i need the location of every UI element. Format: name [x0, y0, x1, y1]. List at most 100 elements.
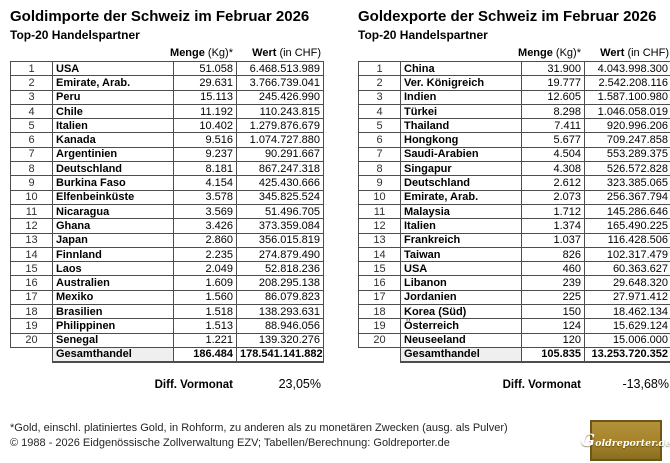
table-row: 10 Elfenbeinküste 3.578 345.825.524	[10, 189, 324, 205]
cell-wert: 15.006.000	[584, 332, 670, 348]
cell-country: Kanada	[52, 132, 174, 148]
table-row: 2 Emirate, Arab. 29.631 3.766.739.041	[10, 75, 324, 91]
cell-rank: 5	[358, 118, 401, 134]
cell-menge: 9.237	[173, 146, 237, 163]
cell-menge: 3.426	[173, 218, 237, 234]
column-header-menge: Menge (Kg)*	[518, 47, 581, 59]
cell-menge: 120	[521, 332, 585, 348]
cell-rank: 13	[10, 232, 53, 248]
table-row: 15 Laos 2.049 52.818.236	[10, 261, 324, 277]
cell-menge: 10.402	[173, 118, 237, 134]
total-menge: 186.484	[173, 346, 237, 363]
cell-menge: 1.037	[521, 232, 585, 248]
cell-wert: 165.490.225	[584, 218, 670, 234]
cell-menge: 1.374	[521, 218, 585, 234]
table-row: 14 Taiwan 826 102.317.479	[358, 246, 670, 263]
cell-wert: 4.043.998.300	[584, 60, 670, 77]
cell-rank: 6	[358, 132, 401, 148]
cell-menge: 2.860	[173, 232, 237, 248]
table-row: 19 Philippinen 1.513 88.946.056	[10, 318, 324, 334]
cell-wert: 373.359.084	[236, 218, 324, 234]
exports-table: 1 China 31.900 4.043.998.300 2 Ver. Königreic…	[358, 60, 670, 363]
table-row: 2 Ver. Königreich 19.777 2.542.208.116	[358, 75, 670, 91]
goldreporter-logo-text: Goldreporter.de	[580, 430, 670, 451]
cell-menge: 3.569	[173, 203, 237, 220]
cell-rank: 20	[358, 332, 401, 348]
cell-wert: 323.385.065	[584, 175, 670, 191]
cell-menge: 4.154	[173, 175, 237, 191]
table-row: 7 Saudi-Arabien 4.504 553.289.375	[358, 146, 670, 163]
cell-wert: 110.243.815	[236, 103, 324, 120]
exports-column-headers: Menge (Kg)* Wert (in CHF)	[358, 47, 670, 59]
table-row: 18 Brasilien 1.518 138.293.631	[10, 304, 324, 320]
cell-country: USA	[400, 261, 522, 277]
cell-wert: 274.879.490	[236, 246, 324, 263]
exports-diff-row: Diff. Vormonat -13,68%	[358, 377, 670, 391]
imports-table: 1 USA 51.058 6.468.513.989 2 Emirate, Arab. 29…	[10, 60, 324, 363]
total-menge: 105.835	[521, 346, 585, 363]
goldreporter-logo: Goldreporter.de	[581, 420, 670, 461]
table-row: 16 Australien 1.609 208.295.138	[10, 275, 324, 291]
imports-total-row: Gesamthandel 186.484 178.541.141.882	[10, 346, 324, 363]
cell-country: Peru	[52, 89, 174, 105]
exports-panel: Goldexporte der Schweiz im Februar 2026 …	[358, 8, 670, 391]
cell-wert: 425.430.666	[236, 175, 324, 191]
cell-menge: 2.049	[173, 261, 237, 277]
cell-wert: 60.363.627	[584, 261, 670, 277]
cell-country: Indien	[400, 89, 522, 105]
column-header-wert: Wert (in CHF)	[600, 47, 669, 59]
cell-wert: 553.289.375	[584, 146, 670, 163]
cell-country: Frankreich	[400, 232, 522, 248]
cell-menge: 5.677	[521, 132, 585, 148]
table-row: 8 Singapur 4.308 526.572.828	[358, 161, 670, 177]
table-row: 7 Argentinien 9.237 90.291.667	[10, 146, 324, 163]
diff-label: Diff. Vormonat	[154, 378, 233, 391]
cell-country: Taiwan	[400, 246, 522, 263]
cell-wert: 208.295.138	[236, 275, 324, 291]
cell-menge: 7.411	[521, 118, 585, 134]
cell-country: Italien	[52, 118, 174, 134]
imports-diff-row: Diff. Vormonat 23,05%	[10, 377, 323, 391]
cell-wert: 29.648.320	[584, 275, 670, 291]
cell-wert: 27.971.412	[584, 289, 670, 306]
table-row: 4 Chile 11.192 110.243.815	[10, 103, 324, 120]
cell-wert: 709.247.858	[584, 132, 670, 148]
cell-rank: 14	[358, 246, 401, 263]
table-row: 20 Senegal 1.221 139.320.276	[10, 332, 324, 348]
footer: *Gold, einschl. platiniertes Gold, in Ro…	[10, 421, 508, 451]
cell-rank: 7	[358, 146, 401, 163]
table-row: 6 Hongkong 5.677 709.247.858	[358, 132, 670, 148]
cell-country: Laos	[52, 261, 174, 277]
cell-wert: 116.428.506	[584, 232, 670, 248]
cell-menge: 4.308	[521, 161, 585, 177]
cell-wert: 245.426.990	[236, 89, 324, 105]
cell-wert: 52.818.236	[236, 261, 324, 277]
cell-rank: 12	[358, 218, 401, 234]
blank-cell	[10, 347, 53, 362]
table-row: 8 Deutschland 8.181 867.247.318	[10, 161, 324, 177]
footnote-text: *Gold, einschl. platiniertes Gold, in Ro…	[10, 422, 508, 434]
cell-country: Jordanien	[400, 289, 522, 306]
cell-rank: 9	[10, 175, 53, 191]
cell-menge: 460	[521, 261, 585, 277]
cell-country: Thailand	[400, 118, 522, 134]
table-row: 1 China 31.900 4.043.998.300	[358, 60, 670, 77]
cell-country: Hongkong	[400, 132, 522, 148]
table-row: 12 Ghana 3.426 373.359.084	[10, 218, 324, 234]
cell-country: Mexiko	[52, 289, 174, 306]
cell-country: Türkei	[400, 103, 522, 120]
cell-country: Australien	[52, 275, 174, 291]
cell-menge: 239	[521, 275, 585, 291]
cell-rank: 8	[10, 161, 53, 177]
cell-country: Singapur	[400, 161, 522, 177]
cell-rank: 10	[358, 189, 401, 205]
exports-subtitle: Top-20 Handelspartner	[358, 28, 488, 42]
cell-menge: 150	[521, 304, 585, 320]
imports-panel: Goldimporte der Schweiz im Februar 2026 …	[10, 8, 324, 391]
cell-rank: 19	[10, 318, 53, 334]
total-wert: 13.253.720.352	[584, 346, 670, 363]
cell-wert: 920.996.206	[584, 118, 670, 134]
cell-country: Libanon	[400, 275, 522, 291]
cell-country: Elfenbeinküste	[52, 189, 174, 205]
